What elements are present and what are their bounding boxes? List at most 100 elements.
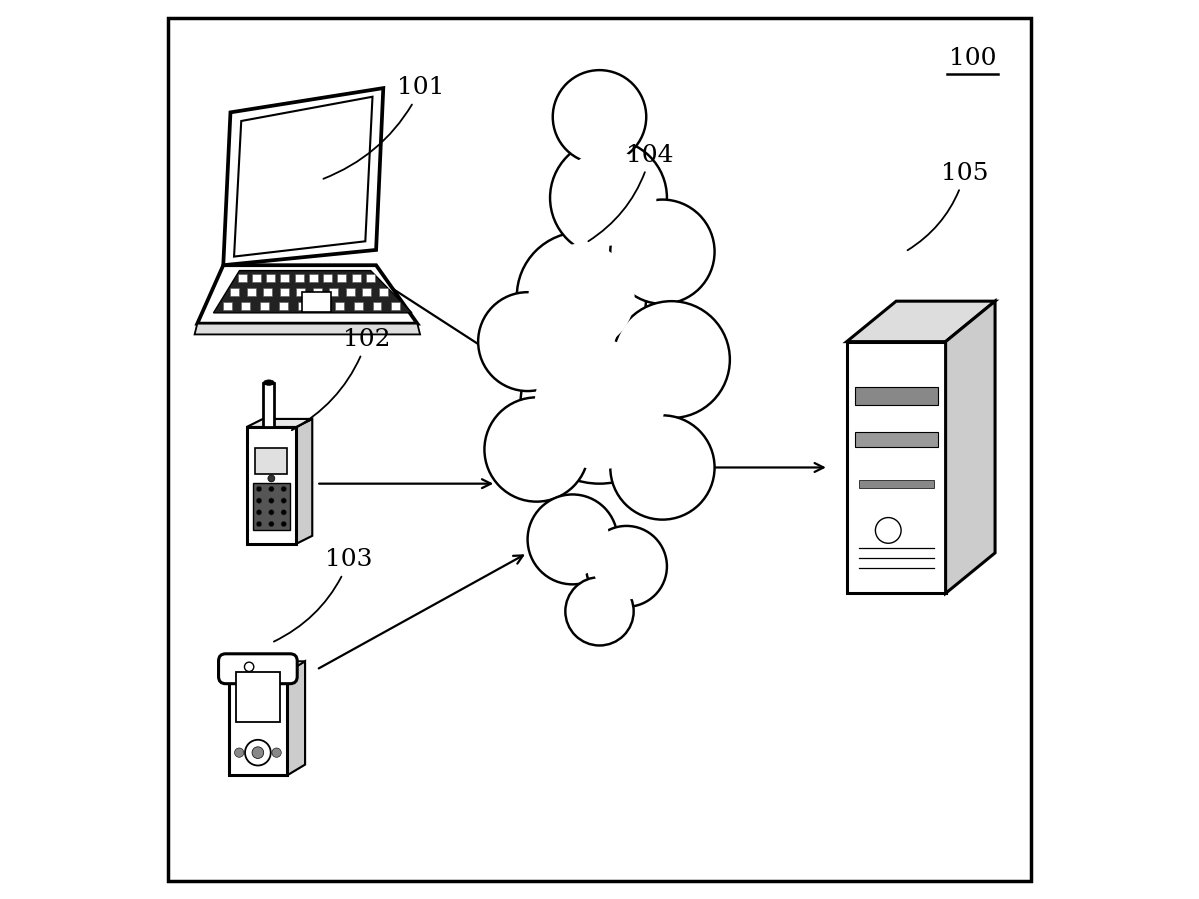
Circle shape [252, 747, 264, 759]
Circle shape [487, 301, 568, 382]
Circle shape [269, 521, 275, 527]
Bar [855, 387, 938, 405]
Circle shape [610, 415, 715, 520]
Bar [236, 672, 279, 722]
Bar [260, 302, 269, 310]
Circle shape [572, 583, 627, 639]
Bar [264, 288, 272, 296]
Ellipse shape [264, 380, 275, 386]
Bar [354, 302, 363, 310]
Polygon shape [223, 88, 384, 265]
Bar [858, 480, 934, 487]
Bar [296, 288, 306, 296]
Text: 101: 101 [324, 76, 445, 179]
Circle shape [875, 518, 902, 543]
Bar [846, 342, 946, 593]
Bar [247, 288, 255, 296]
Bar [281, 273, 289, 281]
Circle shape [267, 475, 275, 482]
Circle shape [623, 312, 719, 407]
Circle shape [257, 486, 261, 492]
Bar [317, 302, 325, 310]
Circle shape [517, 232, 646, 361]
Bar [379, 288, 387, 296]
Circle shape [529, 244, 634, 350]
Polygon shape [296, 419, 312, 544]
Circle shape [620, 209, 705, 295]
Bar [309, 273, 318, 281]
Bar [337, 273, 347, 281]
Polygon shape [287, 662, 305, 775]
Circle shape [257, 521, 261, 527]
Circle shape [257, 498, 261, 503]
Bar [266, 273, 276, 281]
Polygon shape [213, 271, 412, 313]
Polygon shape [247, 419, 312, 427]
Circle shape [561, 78, 638, 156]
Circle shape [613, 301, 730, 418]
Polygon shape [946, 301, 995, 593]
Circle shape [257, 510, 261, 515]
Circle shape [553, 70, 646, 164]
Bar [264, 383, 275, 427]
Bar [237, 273, 247, 281]
Polygon shape [198, 265, 417, 324]
Bar [279, 302, 288, 310]
Circle shape [620, 424, 705, 511]
Bar [230, 288, 239, 296]
Bar [345, 288, 355, 296]
Polygon shape [229, 662, 305, 672]
Bar [324, 273, 332, 281]
Bar [366, 273, 375, 281]
Polygon shape [247, 427, 296, 544]
Bar [295, 273, 303, 281]
Circle shape [550, 139, 667, 256]
Circle shape [245, 740, 271, 766]
Bar [335, 302, 344, 310]
Bar [297, 302, 307, 310]
Bar [252, 273, 261, 281]
Text: 104: 104 [589, 144, 674, 241]
Polygon shape [194, 324, 420, 334]
Circle shape [484, 397, 589, 502]
Circle shape [535, 340, 664, 469]
Text: 102: 102 [291, 328, 391, 431]
Text: 100: 100 [948, 47, 996, 70]
Bar [330, 288, 338, 296]
Circle shape [281, 498, 287, 503]
Circle shape [272, 748, 282, 757]
Text: 103: 103 [273, 548, 373, 642]
Circle shape [281, 486, 287, 492]
Circle shape [281, 510, 287, 515]
Polygon shape [846, 301, 995, 342]
Circle shape [478, 292, 577, 391]
Circle shape [610, 200, 715, 304]
Circle shape [566, 577, 633, 645]
Circle shape [594, 533, 659, 600]
Circle shape [281, 521, 287, 527]
Circle shape [494, 406, 579, 493]
Circle shape [586, 526, 667, 607]
Bar [223, 302, 231, 310]
Bar [391, 302, 400, 310]
Circle shape [269, 510, 275, 515]
Bar [362, 288, 372, 296]
Bar [255, 448, 288, 474]
Polygon shape [229, 672, 287, 775]
Bar [855, 432, 938, 448]
Circle shape [269, 498, 275, 503]
Circle shape [520, 325, 679, 484]
Bar [241, 302, 251, 310]
Bar [279, 288, 289, 296]
Circle shape [561, 150, 656, 245]
Polygon shape [234, 97, 373, 256]
FancyBboxPatch shape [218, 654, 297, 683]
Bar [373, 302, 381, 310]
Circle shape [235, 748, 243, 757]
Text: 105: 105 [908, 162, 989, 250]
Circle shape [536, 503, 609, 576]
Bar [302, 292, 331, 312]
Bar [313, 288, 321, 296]
Circle shape [269, 486, 275, 492]
Bar [351, 273, 361, 281]
